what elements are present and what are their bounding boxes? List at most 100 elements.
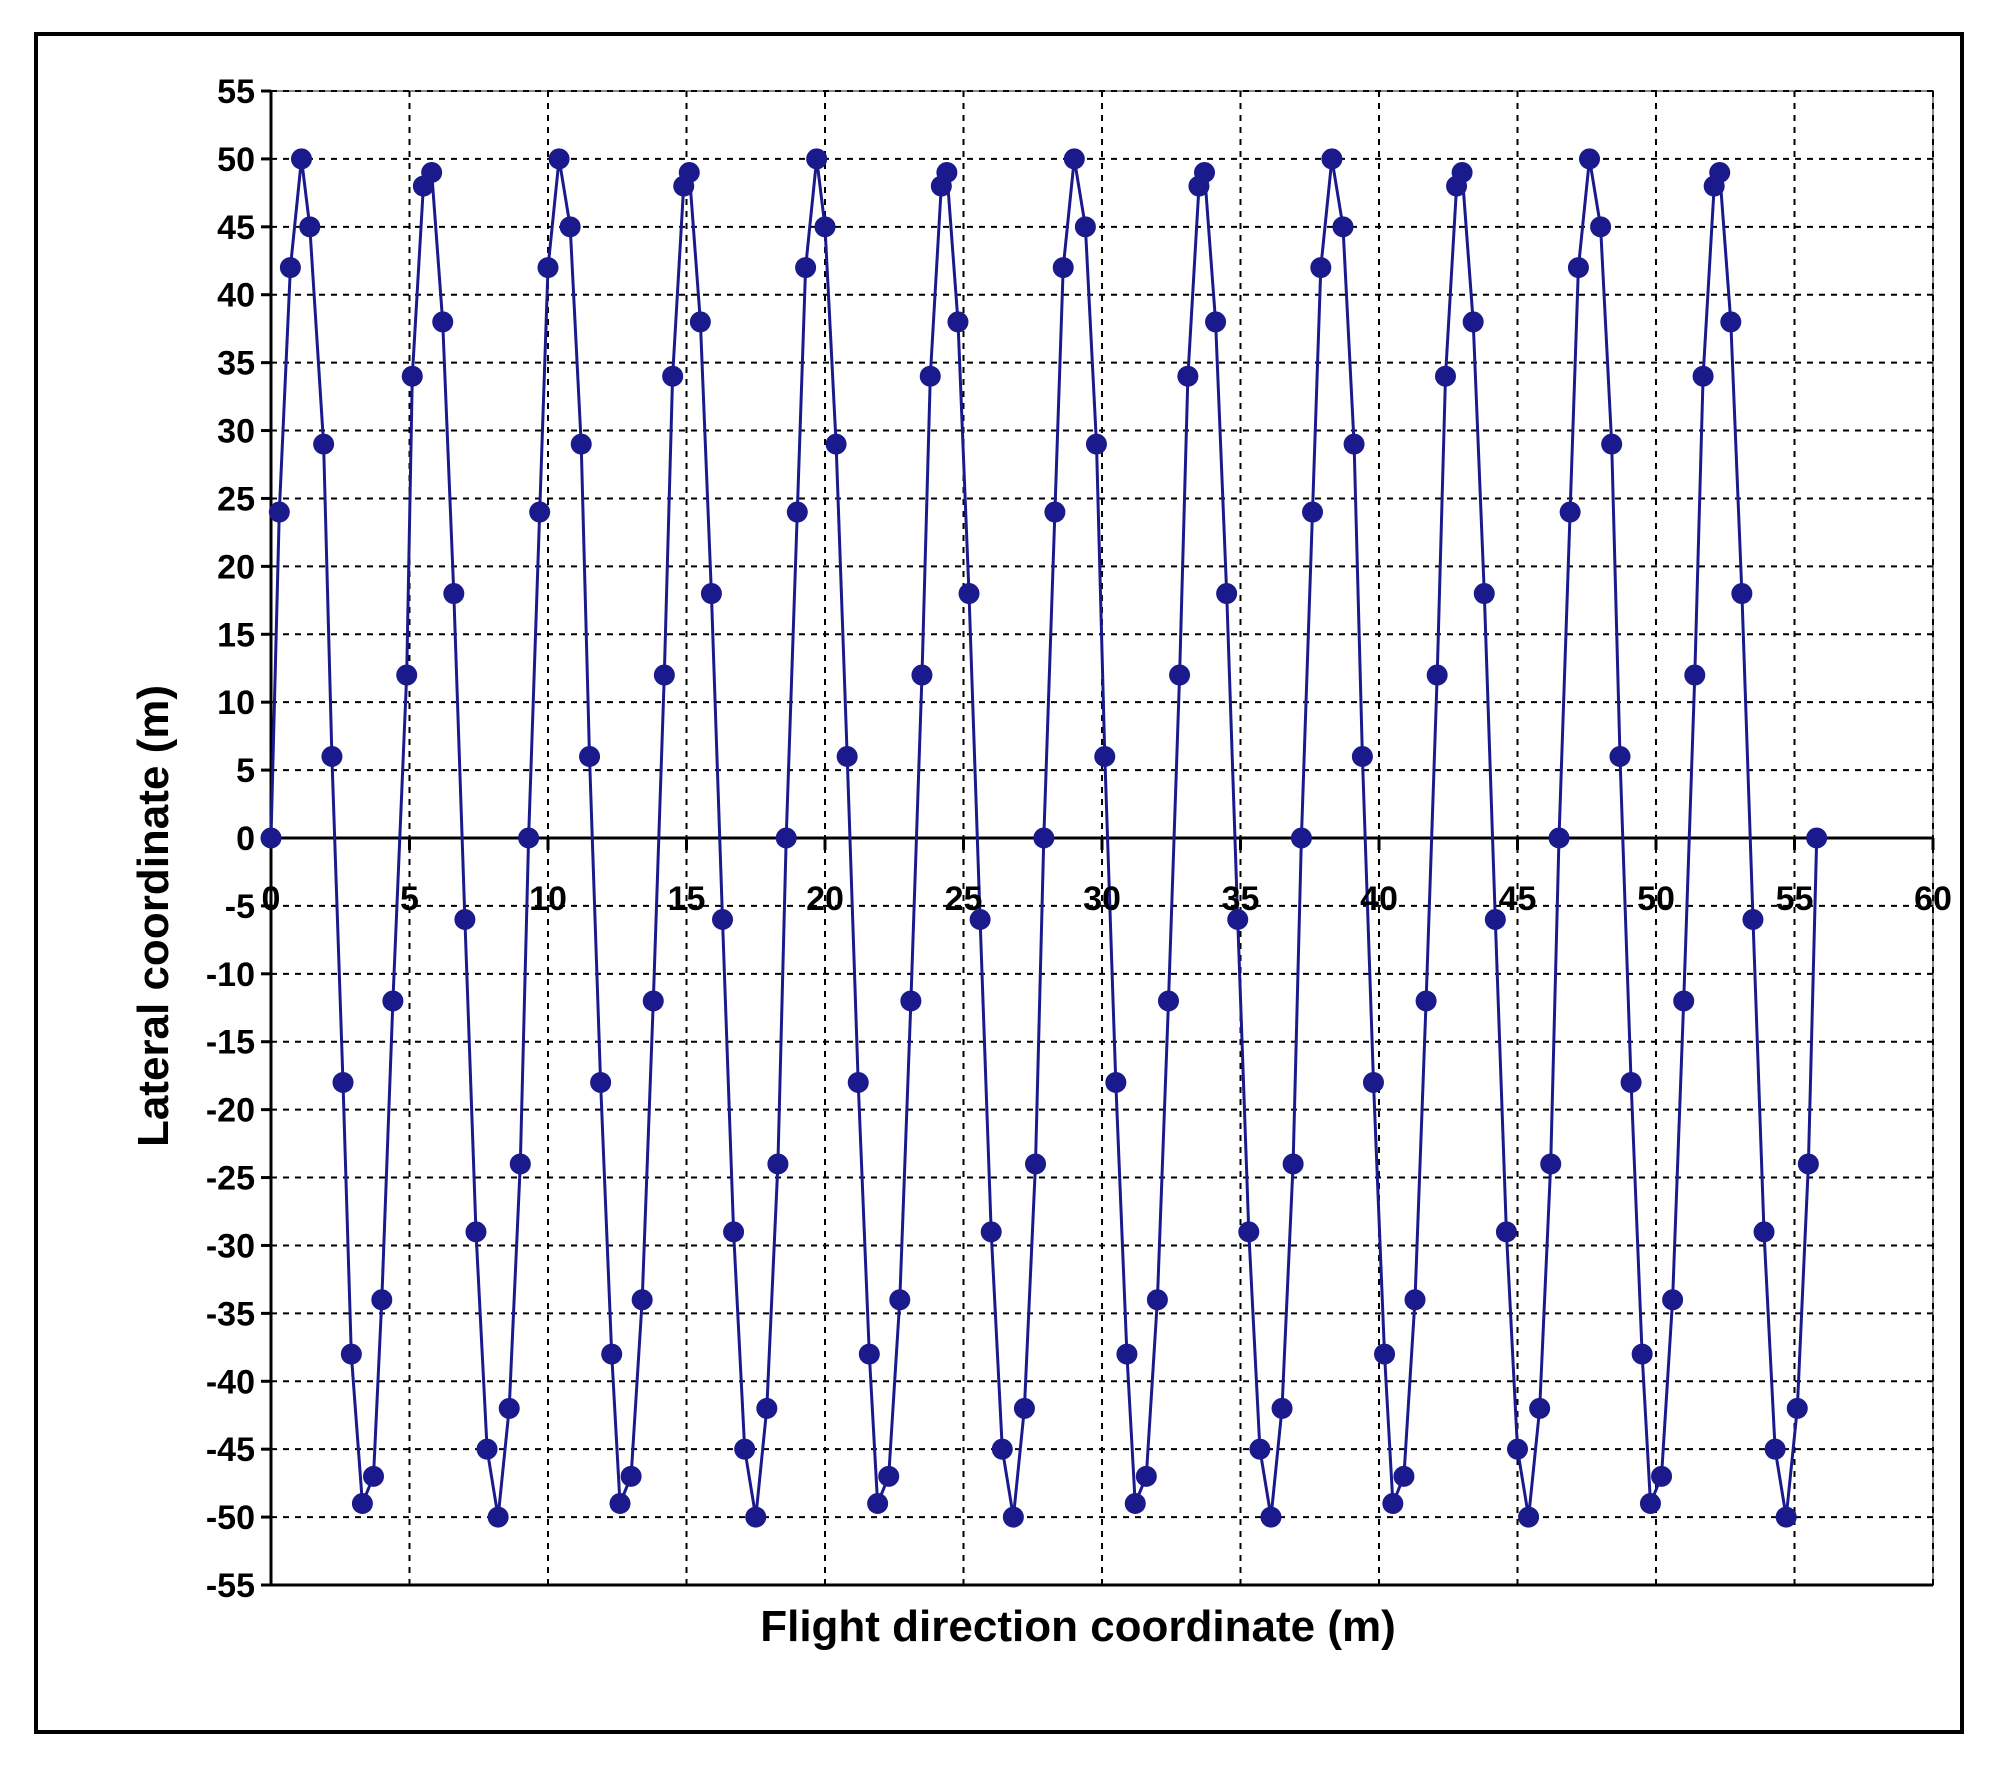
data-point xyxy=(1146,1289,1168,1311)
data-point xyxy=(958,583,980,605)
y-tick-label: -40 xyxy=(206,1363,255,1401)
data-point xyxy=(362,1465,384,1487)
data-point xyxy=(1753,1221,1775,1243)
data-point xyxy=(1374,1343,1396,1365)
data-point xyxy=(919,365,941,387)
y-tick-label: -35 xyxy=(206,1295,255,1333)
y-tick-label: 10 xyxy=(217,684,255,722)
x-tick-label: 30 xyxy=(1083,880,1121,918)
data-point xyxy=(1495,1221,1517,1243)
data-point xyxy=(723,1221,745,1243)
y-tick-label: 50 xyxy=(217,141,255,179)
data-point xyxy=(947,311,969,333)
data-point xyxy=(1764,1438,1786,1460)
y-tick-label: 0 xyxy=(236,820,255,858)
data-point xyxy=(1157,990,1179,1012)
data-point xyxy=(911,664,933,686)
data-point xyxy=(786,501,808,523)
data-point xyxy=(579,746,601,768)
data-point xyxy=(260,827,282,849)
data-point xyxy=(1343,433,1365,455)
y-tick-label: 40 xyxy=(217,277,255,315)
x-tick-label: 20 xyxy=(806,880,844,918)
data-point xyxy=(900,990,922,1012)
data-point xyxy=(1260,1506,1282,1528)
data-point xyxy=(1548,827,1570,849)
data-point xyxy=(299,216,321,238)
data-point xyxy=(1002,1506,1024,1528)
data-point xyxy=(1529,1397,1551,1419)
data-point xyxy=(1639,1493,1661,1515)
data-point xyxy=(537,257,559,279)
data-point xyxy=(620,1465,642,1487)
data-point xyxy=(1684,664,1706,686)
y-tick-label: -30 xyxy=(206,1227,255,1265)
data-point xyxy=(734,1438,756,1460)
data-point xyxy=(775,827,797,849)
y-tick-label: -5 xyxy=(225,888,255,926)
data-point xyxy=(1302,501,1324,523)
data-point xyxy=(1415,990,1437,1012)
data-point xyxy=(1786,1397,1808,1419)
data-point xyxy=(867,1493,889,1515)
y-tick-label: -10 xyxy=(206,956,255,994)
x-tick-label: 25 xyxy=(945,880,983,918)
data-point xyxy=(340,1343,362,1365)
data-point xyxy=(268,501,290,523)
data-point xyxy=(498,1397,520,1419)
data-point xyxy=(1673,990,1695,1012)
data-point xyxy=(509,1153,531,1175)
y-tick-label: -15 xyxy=(206,1024,255,1062)
data-point xyxy=(1205,311,1227,333)
data-point xyxy=(1013,1397,1035,1419)
data-point xyxy=(1271,1397,1293,1419)
x-tick-label: 0 xyxy=(262,880,281,918)
data-point xyxy=(1567,257,1589,279)
data-point xyxy=(1559,501,1581,523)
data-point xyxy=(1033,827,1055,849)
data-point xyxy=(889,1289,911,1311)
data-point xyxy=(689,311,711,333)
data-point xyxy=(559,216,581,238)
data-point xyxy=(1193,161,1215,183)
data-point xyxy=(401,365,423,387)
data-point xyxy=(1451,161,1473,183)
x-tick-label: 45 xyxy=(1499,880,1537,918)
y-tick-label: 30 xyxy=(217,413,255,451)
data-point xyxy=(1590,216,1612,238)
data-point xyxy=(1282,1153,1304,1175)
y-tick-label: 5 xyxy=(236,752,255,790)
x-tick-label: 5 xyxy=(400,880,419,918)
data-markers xyxy=(260,148,1828,1528)
data-point xyxy=(590,1071,612,1093)
y-tick-label: 25 xyxy=(217,480,255,518)
data-point xyxy=(1169,664,1191,686)
y-tick-label: 15 xyxy=(217,616,255,654)
x-tick-label: 15 xyxy=(668,880,706,918)
y-tick-label: -55 xyxy=(206,1567,255,1605)
data-point xyxy=(1797,1153,1819,1175)
y-tick-label: 45 xyxy=(217,209,255,247)
data-point xyxy=(609,1493,631,1515)
data-point xyxy=(991,1438,1013,1460)
data-point xyxy=(529,501,551,523)
data-point xyxy=(1518,1506,1540,1528)
data-point xyxy=(980,1221,1002,1243)
data-point xyxy=(1426,664,1448,686)
data-point xyxy=(1662,1289,1684,1311)
data-point xyxy=(332,1071,354,1093)
x-tick-label: 55 xyxy=(1776,880,1814,918)
data-point xyxy=(712,908,734,930)
data-point xyxy=(1177,365,1199,387)
x-tick-label: 40 xyxy=(1360,880,1398,918)
data-point xyxy=(700,583,722,605)
data-point xyxy=(1579,148,1601,170)
data-point xyxy=(1731,583,1753,605)
data-point xyxy=(1044,501,1066,523)
data-point xyxy=(847,1071,869,1093)
data-point xyxy=(1609,746,1631,768)
data-point xyxy=(1462,311,1484,333)
data-point xyxy=(443,583,465,605)
data-point xyxy=(1806,827,1828,849)
data-point xyxy=(351,1493,373,1515)
